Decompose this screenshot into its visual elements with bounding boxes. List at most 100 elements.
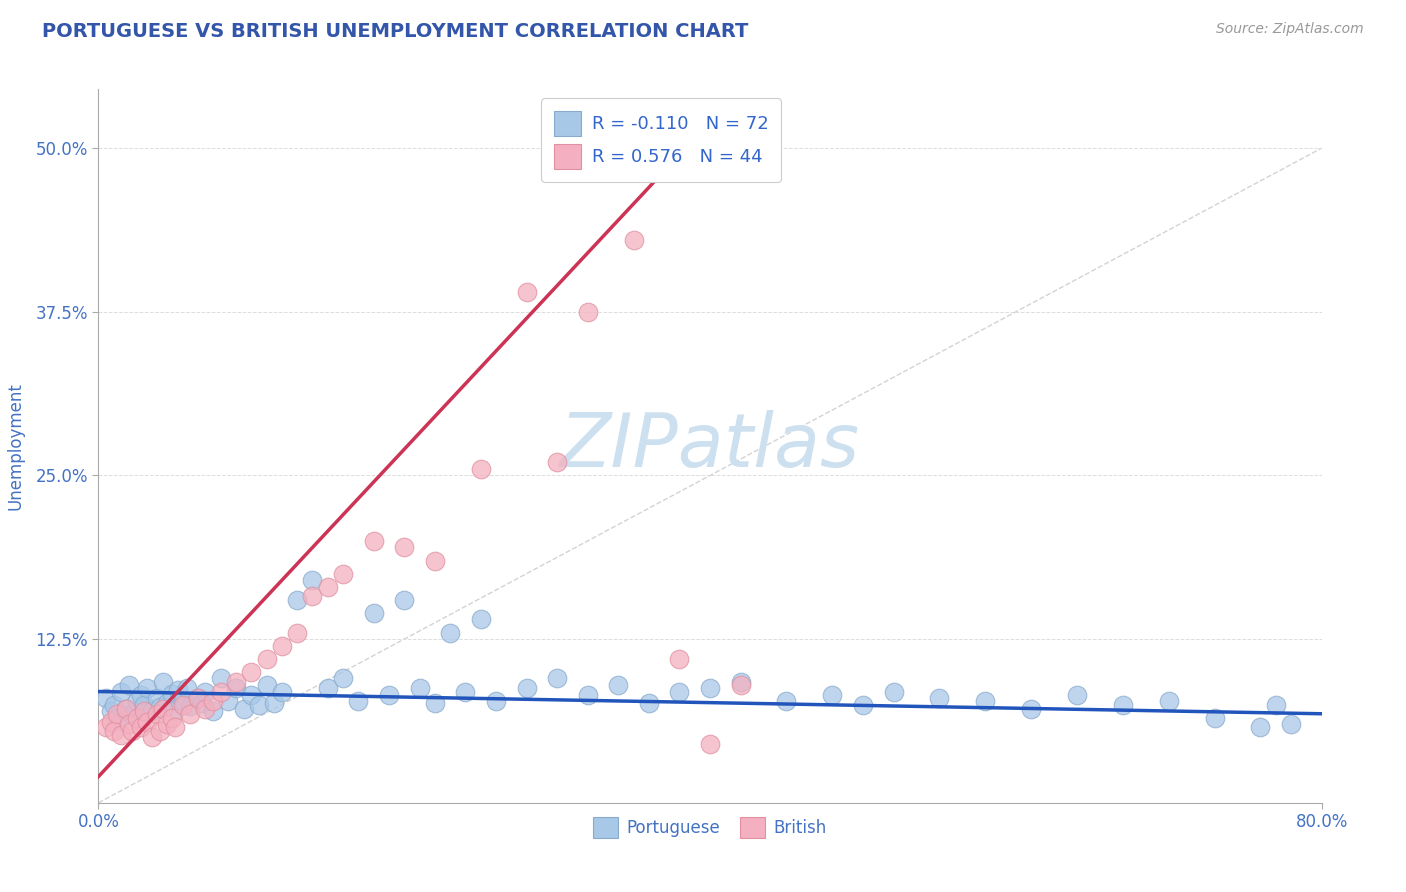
- Point: [172, 694, 194, 708]
- Point: [363, 533, 385, 548]
- Point: [852, 698, 875, 712]
- Point: [392, 592, 416, 607]
- Point: [145, 691, 167, 706]
- Point: [1264, 698, 1286, 712]
- Point: [115, 701, 138, 715]
- Point: [105, 711, 128, 725]
- Point: [546, 455, 568, 469]
- Point: [256, 652, 278, 666]
- Point: [121, 723, 143, 738]
- Point: [439, 625, 461, 640]
- Point: [423, 696, 446, 710]
- Text: ZIPatlas: ZIPatlas: [560, 410, 860, 482]
- Point: [209, 684, 232, 698]
- Point: [179, 698, 201, 713]
- Point: [232, 701, 254, 715]
- Point: [163, 720, 186, 734]
- Point: [163, 703, 186, 717]
- Point: [118, 717, 141, 731]
- Point: [1157, 694, 1180, 708]
- Point: [470, 612, 492, 626]
- Point: [179, 706, 201, 721]
- Point: [775, 694, 797, 708]
- Point: [152, 701, 174, 715]
- Point: [1279, 717, 1302, 731]
- Point: [576, 305, 599, 319]
- Point: [623, 233, 645, 247]
- Point: [217, 694, 239, 708]
- Point: [363, 606, 385, 620]
- Point: [225, 675, 247, 690]
- Point: [115, 701, 138, 715]
- Point: [883, 684, 905, 698]
- Y-axis label: Unemployment: Unemployment: [6, 382, 24, 510]
- Point: [191, 696, 214, 710]
- Point: [240, 665, 263, 679]
- Text: Source: ZipAtlas.com: Source: ZipAtlas.com: [1216, 22, 1364, 37]
- Point: [607, 678, 630, 692]
- Point: [141, 704, 163, 718]
- Point: [256, 678, 278, 692]
- Point: [100, 704, 122, 718]
- Point: [301, 573, 323, 587]
- Point: [285, 625, 308, 640]
- Point: [141, 731, 163, 745]
- Point: [347, 694, 370, 708]
- Point: [263, 696, 285, 710]
- Point: [103, 723, 125, 738]
- Point: [202, 704, 225, 718]
- Point: [94, 720, 117, 734]
- Point: [316, 681, 339, 695]
- Point: [240, 689, 263, 703]
- Point: [247, 698, 270, 712]
- Point: [149, 723, 172, 738]
- Point: [423, 553, 446, 567]
- Point: [172, 698, 194, 712]
- Point: [699, 681, 721, 695]
- Point: [187, 691, 209, 706]
- Point: [225, 681, 247, 695]
- Point: [516, 285, 538, 300]
- Point: [187, 691, 209, 706]
- Point: [454, 684, 477, 698]
- Point: [129, 720, 152, 734]
- Point: [136, 681, 159, 695]
- Point: [668, 652, 690, 666]
- Point: [125, 711, 148, 725]
- Point: [156, 717, 179, 731]
- Point: [176, 681, 198, 695]
- Point: [118, 678, 141, 692]
- Point: [125, 694, 148, 708]
- Point: [136, 714, 159, 729]
- Point: [134, 698, 156, 712]
- Point: [408, 681, 430, 695]
- Point: [129, 689, 152, 703]
- Point: [1249, 720, 1271, 734]
- Point: [637, 696, 661, 710]
- Point: [152, 675, 174, 690]
- Point: [194, 684, 217, 698]
- Point: [167, 683, 190, 698]
- Point: [332, 672, 354, 686]
- Point: [103, 698, 125, 712]
- Point: [1112, 698, 1135, 712]
- Point: [149, 700, 172, 714]
- Point: [105, 706, 128, 721]
- Point: [546, 672, 568, 686]
- Point: [821, 689, 844, 703]
- Point: [110, 728, 132, 742]
- Point: [316, 580, 339, 594]
- Point: [392, 541, 416, 555]
- Point: [121, 706, 143, 721]
- Point: [160, 711, 183, 725]
- Point: [94, 691, 117, 706]
- Point: [332, 566, 354, 581]
- Point: [928, 691, 950, 706]
- Point: [1204, 711, 1226, 725]
- Point: [270, 684, 292, 698]
- Point: [1019, 701, 1042, 715]
- Point: [730, 678, 752, 692]
- Point: [470, 462, 492, 476]
- Point: [156, 696, 179, 710]
- Point: [730, 675, 752, 690]
